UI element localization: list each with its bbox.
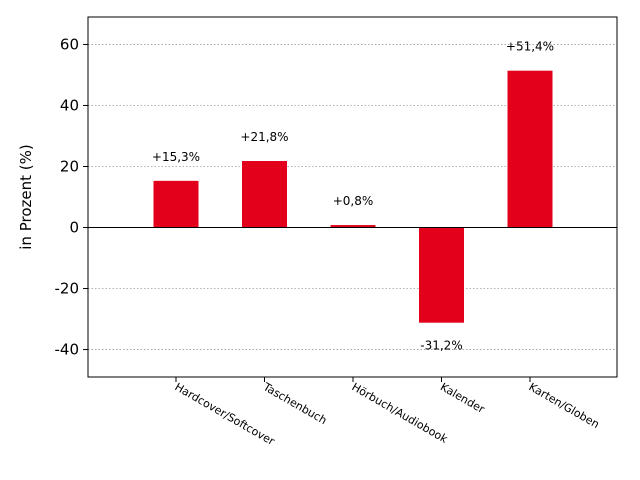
data-label: -31,2% <box>420 339 462 353</box>
x-tick-label: Taschenbuch <box>260 380 329 427</box>
data-label: +21,8% <box>240 130 288 144</box>
x-tick-label: Hörbuch/Audiobook <box>350 380 451 446</box>
y-axis-title: in Prozent (%) <box>17 144 35 249</box>
y-tick-label: 0 <box>69 219 79 237</box>
y-tick-label: 60 <box>60 35 79 53</box>
y-tick-label: -40 <box>55 341 80 359</box>
y-tick-label: 40 <box>60 96 79 114</box>
data-label: +0,8% <box>333 194 374 208</box>
x-tick-label: Karten/Globen <box>527 380 602 431</box>
gridlines <box>88 44 617 350</box>
bars <box>153 70 553 323</box>
bar <box>153 180 199 228</box>
y-axis-ticks: -40 -20 0 20 40 60 <box>55 35 88 359</box>
data-label: +51,4% <box>506 40 554 54</box>
bar <box>419 227 464 323</box>
x-tick-label: Kalender <box>438 380 487 416</box>
data-label: +15,3% <box>152 150 200 164</box>
y-tick-label: -20 <box>55 280 80 298</box>
y-tick-label: 20 <box>60 157 79 175</box>
data-labels: +15,3% +21,8% +0,8% -31,2% +51,4% <box>152 40 554 353</box>
bar <box>507 70 553 228</box>
bar <box>330 225 376 228</box>
bar <box>242 161 287 228</box>
